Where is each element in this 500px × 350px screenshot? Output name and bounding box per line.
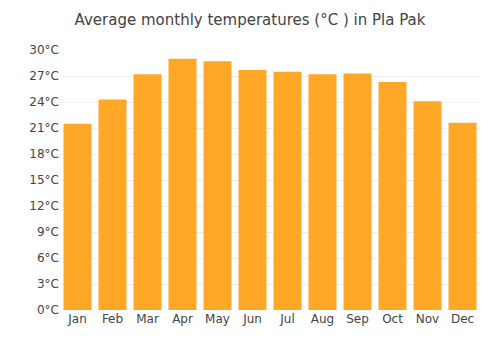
svg-text:27°C: 27°C (29, 69, 59, 83)
svg-text:Oct: Oct (382, 312, 403, 326)
svg-text:Average monthly temperatures (: Average monthly temperatures (°C ) in Pl… (75, 11, 426, 29)
svg-text:21°C: 21°C (29, 121, 59, 135)
svg-text:Sep: Sep (346, 312, 369, 326)
svg-text:May: May (205, 312, 230, 326)
svg-text:24°C: 24°C (29, 95, 59, 109)
svg-text:3°C: 3°C (37, 277, 59, 291)
svg-text:Jan: Jan (67, 312, 87, 326)
svg-text:15°C: 15°C (29, 173, 59, 187)
svg-text:Feb: Feb (102, 312, 123, 326)
svg-text:6°C: 6°C (37, 251, 59, 265)
svg-text:Dec: Dec (451, 312, 474, 326)
svg-text:0°C: 0°C (37, 303, 59, 317)
svg-text:18°C: 18°C (29, 147, 59, 161)
svg-text:Jul: Jul (279, 312, 294, 326)
svg-text:Apr: Apr (172, 312, 193, 326)
svg-text:12°C: 12°C (29, 199, 59, 213)
svg-text:Aug: Aug (311, 312, 334, 326)
svg-text:30°C: 30°C (29, 43, 59, 57)
svg-text:Mar: Mar (136, 312, 159, 326)
svg-text:Nov: Nov (416, 312, 439, 326)
svg-text:Jun: Jun (242, 312, 262, 326)
svg-text:9°C: 9°C (37, 225, 59, 239)
